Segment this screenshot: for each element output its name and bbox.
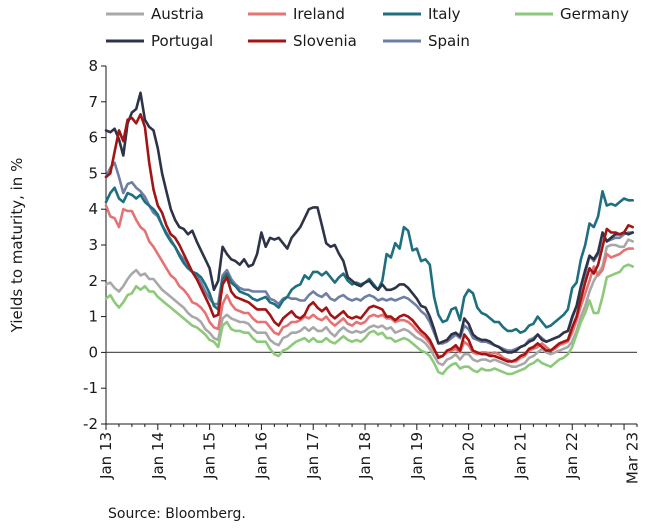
source-note: Source: Bloomberg. (108, 506, 246, 522)
x-tick-label: Jan 18 (356, 432, 374, 480)
x-tick-label: Jan 16 (252, 432, 270, 480)
y-tick-label: -1 (83, 379, 98, 397)
legend-label-germany: Germany (560, 5, 629, 23)
y-tick-label: 3 (88, 236, 98, 254)
series-line-austria (104, 238, 634, 368)
x-tick-label: Jan 22 (563, 432, 581, 480)
legend-label-austria: Austria (151, 5, 204, 23)
x-tick-label: Jan 19 (408, 432, 426, 480)
y-tick-label: 5 (88, 164, 98, 182)
y-axis: -2 -1 0 1 2 3 4 5 6 7 8 (83, 57, 107, 433)
legend: Austria Ireland Italy Germany Portugal Sloven… (106, 5, 629, 50)
series-line-portugal (104, 91, 634, 354)
y-tick-label: -2 (83, 415, 98, 433)
y-tick-label: 1 (88, 308, 98, 326)
y-tick-label: 6 (88, 129, 98, 147)
series-line-ireland (104, 204, 634, 363)
series-line-germany (104, 263, 634, 376)
x-tick-label: Jan 14 (149, 432, 167, 480)
series-layer (104, 91, 634, 376)
y-tick-label: 4 (88, 200, 98, 218)
x-axis: Jan 13 Jan 14 Jan 15 Jan 16 Jan 17 Jan 18 Jan … (97, 423, 642, 484)
legend-label-italy: Italy (428, 5, 461, 23)
legend-label-slovenia: Slovenia (293, 32, 357, 50)
x-tick-label: Jan 17 (304, 432, 322, 480)
x-tick-label: Jan 20 (460, 432, 478, 480)
y-tick-label: 8 (88, 57, 98, 75)
y-tick-label: 0 (88, 343, 98, 361)
legend-label-spain: Spain (428, 32, 470, 50)
legend-label-ireland: Ireland (293, 5, 345, 23)
y-axis-label: Yields to maturity, in % (8, 158, 26, 334)
x-tick-label: Jan 13 (97, 432, 115, 480)
series-line-slovenia (104, 113, 634, 363)
legend-label-portugal: Portugal (151, 32, 213, 50)
y-tick-label: 7 (88, 93, 98, 111)
x-tick-label: Mar 23 (624, 432, 642, 484)
x-tick-label: Jan 15 (201, 432, 219, 480)
y-tick-label: 2 (88, 272, 98, 290)
x-tick-label: Jan 21 (511, 432, 529, 480)
